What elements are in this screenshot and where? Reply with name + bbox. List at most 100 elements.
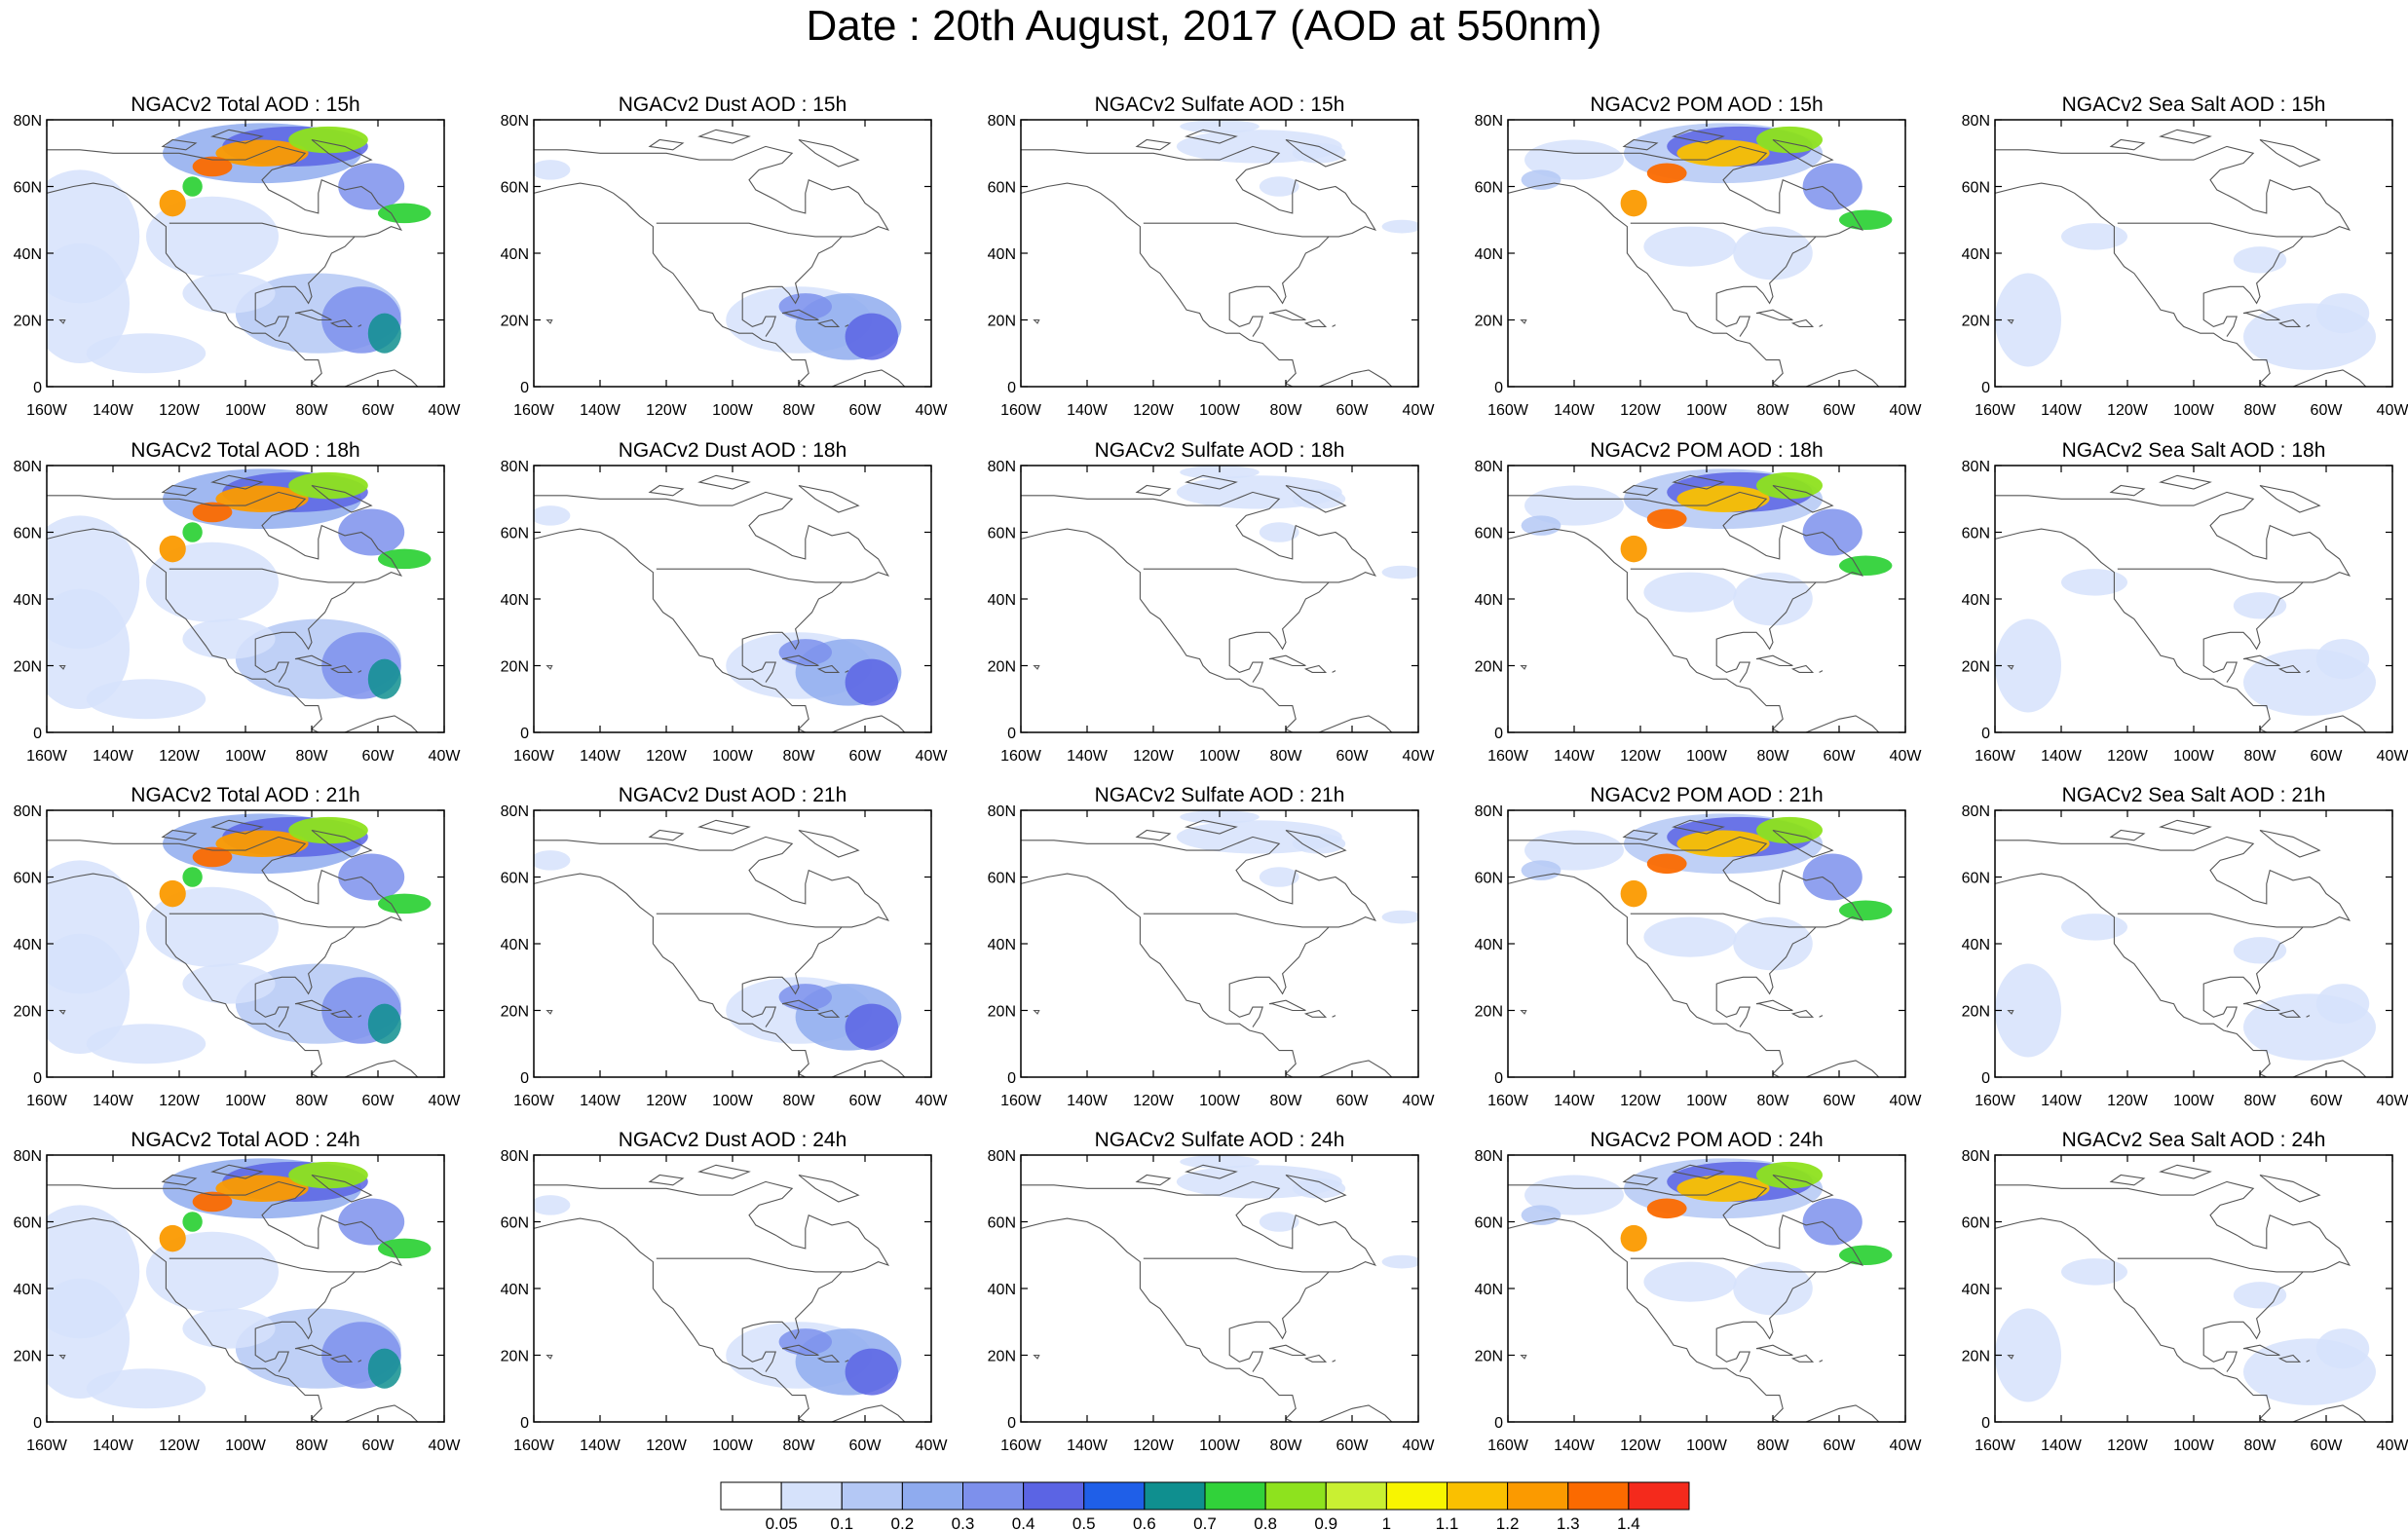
lat-tick-label: 80N	[1962, 113, 1990, 130]
lat-tick-label: 0	[1981, 726, 1990, 742]
lon-tick-label: 60W	[849, 402, 883, 419]
island	[1819, 1015, 1824, 1018]
island	[845, 1360, 849, 1363]
lat-tick-label: 20N	[1962, 659, 1990, 676]
us-canada-border	[656, 222, 843, 238]
coastline	[534, 819, 906, 1077]
aod-cell	[1756, 1161, 1823, 1189]
us-canada-border	[1143, 913, 1330, 928]
aod-cell	[778, 1328, 832, 1356]
aod-cell	[1292, 833, 1346, 854]
coastline	[1995, 1164, 2367, 1422]
lon-tick-label: 160W	[1975, 1438, 2016, 1454]
lon-tick-label: 60W	[362, 748, 395, 765]
island	[329, 318, 354, 327]
aod-cell	[146, 1231, 279, 1312]
lon-tick-label: 120W	[2107, 402, 2149, 419]
island	[1033, 664, 1040, 670]
aod-cell	[1733, 226, 1813, 280]
island	[1285, 484, 1347, 513]
colorbar-swatch	[1144, 1481, 1206, 1511]
lat-tick-label: 60N	[1475, 1215, 1503, 1232]
colorbar-swatch	[1325, 1481, 1387, 1511]
map-panel-pom-24h: NGACv2 POM AOD : 24h 80N 60N 40N 20N 0 160W 140…	[1475, 1129, 1923, 1454]
lon-tick-label: 80W	[1757, 748, 1790, 765]
aod-cell	[1620, 879, 1647, 908]
aod-cell	[1292, 1177, 1346, 1199]
aod-cell	[1839, 209, 1893, 231]
aod-cell	[1802, 1198, 1862, 1246]
colorbar-swatch	[841, 1481, 903, 1511]
pacific-coast	[1995, 873, 2367, 1077]
map-panel-seasalt-24h: NGACv2 Sea Salt AOD : 24h 80N 60N 40N 20N 0 16…	[1962, 1129, 2408, 1454]
aod-cell	[159, 535, 186, 563]
colorbar-swatch	[962, 1481, 1025, 1511]
lon-tick-label: 40W	[2377, 402, 2408, 419]
lon-tick-label: 80W	[296, 1093, 329, 1109]
pacific-coast	[1995, 1217, 2367, 1422]
coastline	[1995, 129, 2367, 387]
coastline	[1995, 474, 2367, 732]
atlantic-arctic-coast	[1995, 836, 2352, 1027]
island	[2259, 829, 2321, 858]
island	[781, 654, 819, 667]
map-panel-total-15h: NGACv2 Total AOD : 15h 80N 60N 40N 20N 0 160W 1…	[14, 93, 462, 419]
island	[2259, 138, 2321, 168]
aod-cell	[159, 1224, 186, 1252]
lat-tick-label: 0	[33, 726, 42, 742]
island	[2159, 474, 2212, 490]
atlantic-arctic-coast	[47, 836, 403, 1027]
lat-tick-label: 80N	[14, 803, 42, 820]
island	[2242, 309, 2280, 321]
panel-title: NGACv2 Total AOD : 21h	[131, 784, 359, 806]
island	[648, 138, 685, 151]
colorbar-label: 0.9	[1314, 1514, 1337, 1531]
aod-cell	[182, 176, 203, 197]
lon-tick-label: 140W	[1067, 1438, 1109, 1454]
lon-tick-label: 100W	[712, 1438, 754, 1454]
panel-title: NGACv2 Sulfate AOD : 24h	[1095, 1129, 1345, 1151]
aod-cell	[1643, 226, 1737, 267]
aod-cell	[47, 243, 130, 364]
lon-tick-label: 120W	[646, 402, 688, 419]
panel-title: NGACv2 Sea Salt AOD : 15h	[2062, 93, 2326, 116]
map-panel-seasalt-18h: NGACv2 Sea Salt AOD : 18h 80N 60N 40N 20N 0 16…	[1962, 439, 2408, 765]
lon-tick-label: 60W	[1824, 1093, 1857, 1109]
lat-tick-label: 20N	[14, 314, 42, 330]
lat-tick-label: 40N	[988, 246, 1016, 263]
aod-cell	[182, 867, 203, 887]
lon-tick-label: 80W	[296, 1438, 329, 1454]
aod-cell	[845, 313, 898, 360]
lon-tick-label: 140W	[1554, 748, 1596, 765]
panel-title: NGACv2 Total AOD : 15h	[131, 93, 359, 116]
lon-tick-label: 100W	[712, 748, 754, 765]
lon-tick-label: 40W	[916, 1438, 949, 1454]
aod-field	[1995, 1258, 2376, 1405]
pacific-coast	[1021, 1217, 1393, 1422]
island	[2242, 1344, 2280, 1357]
lat-tick-label: 20N	[988, 1004, 1016, 1021]
lat-tick-label: 20N	[501, 1004, 529, 1021]
island	[2159, 129, 2212, 144]
map-panel-pom-21h: NGACv2 POM AOD : 21h 80N 60N 40N 20N 0 160W 140…	[1475, 784, 1923, 1109]
island	[1790, 1354, 1815, 1363]
lon-tick-label: 60W	[1336, 748, 1370, 765]
island	[2007, 1354, 2014, 1360]
us-canada-border	[2117, 1257, 2304, 1273]
aod-cell	[338, 853, 405, 901]
panel-title: NGACv2 POM AOD : 24h	[1590, 1129, 1823, 1151]
aod-field	[1521, 123, 1893, 280]
lat-tick-label: 0	[1007, 1415, 1016, 1432]
atlantic-arctic-coast	[1508, 145, 1864, 337]
lon-tick-label: 60W	[1824, 1438, 1857, 1454]
island	[2109, 138, 2146, 151]
lat-tick-label: 20N	[501, 1349, 529, 1365]
atlantic-arctic-coast	[1508, 836, 1864, 1027]
map-panel-dust-21h: NGACv2 Dust AOD : 21h 80N 60N 40N 20N 0 160W 14…	[501, 784, 949, 1109]
lat-tick-label: 40N	[14, 592, 42, 609]
lat-tick-label: 80N	[1475, 113, 1503, 130]
aod-cell	[182, 1308, 276, 1349]
island	[546, 664, 553, 670]
aod-cell	[2233, 246, 2287, 274]
aod-field	[534, 850, 902, 1051]
